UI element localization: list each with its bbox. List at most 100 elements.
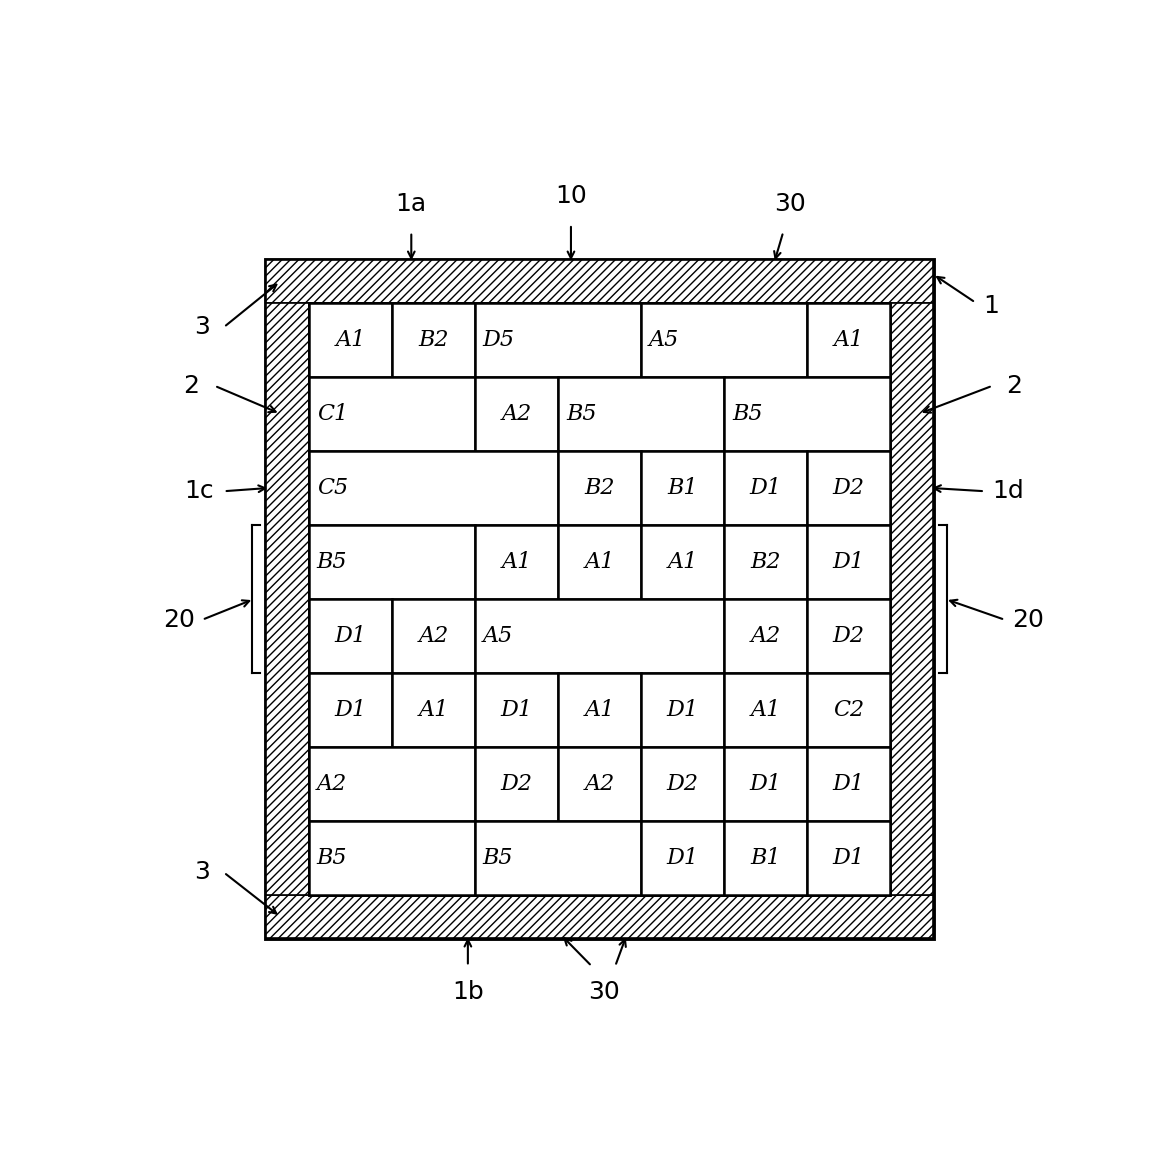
- Bar: [309, 673, 890, 748]
- Bar: [475, 673, 558, 748]
- Text: B1: B1: [667, 477, 698, 499]
- Text: 1b: 1b: [452, 980, 483, 1004]
- Bar: [309, 303, 890, 377]
- Text: D2: D2: [667, 774, 698, 795]
- Bar: [558, 673, 641, 748]
- Text: D1: D1: [833, 774, 865, 795]
- Bar: [392, 599, 475, 673]
- Text: 1: 1: [983, 295, 999, 318]
- Text: D2: D2: [833, 625, 865, 647]
- Text: D1: D1: [667, 700, 698, 721]
- Text: A1: A1: [502, 551, 531, 573]
- Bar: [724, 599, 807, 673]
- Text: A2: A2: [585, 774, 614, 795]
- Bar: [309, 451, 890, 525]
- Bar: [724, 748, 807, 822]
- Text: A2: A2: [419, 625, 448, 647]
- Text: B5: B5: [566, 403, 597, 425]
- Bar: [641, 303, 807, 377]
- Bar: [475, 303, 641, 377]
- Bar: [641, 525, 724, 599]
- Bar: [309, 599, 392, 673]
- Bar: [558, 377, 724, 451]
- Text: A5: A5: [649, 329, 679, 351]
- Bar: [724, 525, 807, 599]
- Text: 2: 2: [184, 373, 199, 398]
- Text: A1: A1: [751, 700, 780, 721]
- Text: 1d: 1d: [992, 479, 1024, 504]
- Bar: [724, 451, 807, 525]
- Bar: [309, 748, 890, 822]
- Text: B5: B5: [317, 551, 347, 573]
- Bar: [392, 303, 475, 377]
- Text: B1: B1: [750, 848, 780, 870]
- Text: 20: 20: [163, 608, 194, 632]
- Bar: [267, 303, 309, 896]
- Text: D2: D2: [501, 774, 532, 795]
- Text: 1a: 1a: [395, 193, 427, 216]
- Bar: [309, 377, 475, 451]
- Text: 10: 10: [555, 184, 587, 208]
- Bar: [309, 303, 890, 896]
- Bar: [641, 822, 724, 896]
- Bar: [309, 748, 475, 822]
- Text: A5: A5: [483, 625, 514, 647]
- Bar: [309, 451, 558, 525]
- Text: A2: A2: [317, 774, 347, 795]
- Bar: [309, 525, 890, 599]
- Bar: [475, 748, 558, 822]
- Text: 3: 3: [194, 861, 209, 884]
- Bar: [558, 525, 641, 599]
- Bar: [890, 303, 932, 896]
- Bar: [267, 896, 932, 938]
- Bar: [641, 673, 724, 748]
- Text: D5: D5: [483, 329, 515, 351]
- Bar: [475, 822, 641, 896]
- Text: A1: A1: [419, 700, 448, 721]
- Text: D1: D1: [335, 625, 366, 647]
- Text: 2: 2: [1006, 373, 1023, 398]
- Text: A2: A2: [751, 625, 780, 647]
- Bar: [641, 451, 724, 525]
- Text: C2: C2: [833, 700, 865, 721]
- Text: 30: 30: [773, 193, 805, 216]
- Text: B2: B2: [584, 477, 615, 499]
- Bar: [807, 822, 890, 896]
- Bar: [475, 525, 558, 599]
- Text: B5: B5: [732, 403, 763, 425]
- Bar: [807, 599, 890, 673]
- Text: D2: D2: [833, 477, 865, 499]
- Bar: [475, 599, 724, 673]
- Bar: [807, 673, 890, 748]
- Bar: [267, 261, 932, 303]
- Bar: [641, 748, 724, 822]
- Bar: [724, 673, 807, 748]
- Bar: [558, 748, 641, 822]
- Text: D1: D1: [335, 700, 366, 721]
- Bar: [309, 599, 890, 673]
- Bar: [267, 261, 932, 938]
- Text: B5: B5: [317, 848, 347, 870]
- Text: 30: 30: [587, 980, 619, 1004]
- Bar: [807, 525, 890, 599]
- Bar: [309, 673, 392, 748]
- Text: A2: A2: [502, 403, 531, 425]
- Bar: [309, 822, 475, 896]
- Text: B5: B5: [483, 848, 514, 870]
- Bar: [807, 451, 890, 525]
- Text: A1: A1: [668, 551, 697, 573]
- Bar: [807, 748, 890, 822]
- Text: B2: B2: [750, 551, 780, 573]
- Text: 1c: 1c: [184, 479, 214, 504]
- Bar: [309, 822, 890, 896]
- Text: A1: A1: [585, 551, 614, 573]
- Bar: [309, 377, 890, 451]
- Text: D1: D1: [667, 848, 698, 870]
- Text: D1: D1: [833, 551, 865, 573]
- Text: B2: B2: [419, 329, 449, 351]
- Text: A1: A1: [585, 700, 614, 721]
- Text: A1: A1: [833, 329, 863, 351]
- Bar: [807, 303, 890, 377]
- Text: D1: D1: [750, 774, 782, 795]
- Text: 3: 3: [194, 316, 209, 339]
